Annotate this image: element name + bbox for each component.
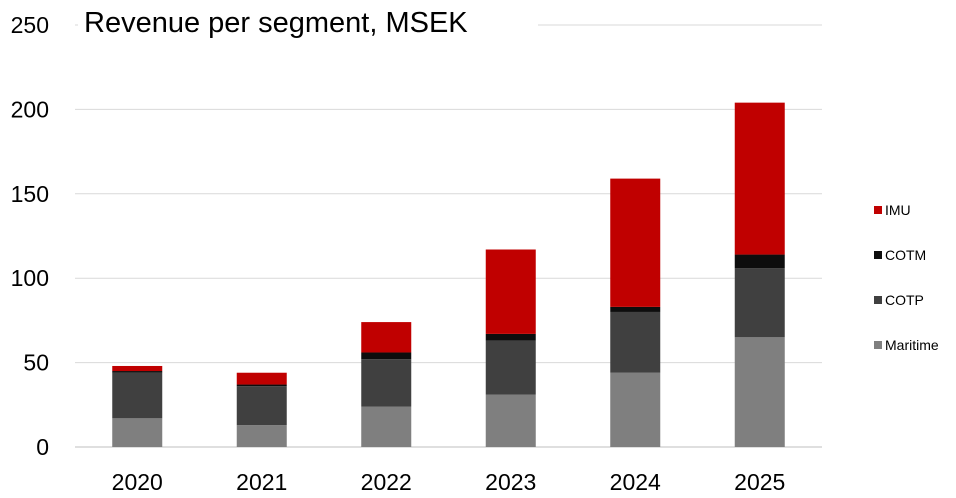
bar-cotm-2021 [236,384,287,387]
y-tick-label: 100 [11,265,49,291]
bar-imu-2021 [236,372,287,385]
x-tick-label: 2025 [734,469,785,495]
bar-maritime-2021 [236,425,287,447]
y-tick-label: 0 [36,434,49,460]
y-tick-label: 150 [11,181,49,207]
bar-cotm-2024 [610,306,661,312]
bar-cotp-2024 [610,311,661,373]
legend-swatch-maritime [874,341,882,349]
bar-maritime-2023 [485,394,536,447]
gridlines [75,24,822,448]
y-tick-label: 250 [11,12,49,38]
bar-maritime-2025 [734,337,785,447]
bar-cotm-2025 [734,254,785,269]
x-tick-label: 2020 [112,469,163,495]
x-tick-label: 2021 [236,469,287,495]
bar-imu-2023 [485,249,536,334]
x-axis-ticks: 2020 2021 2022 2023 2024 2025 [112,469,786,495]
legend-label-maritime: Maritime [885,337,939,353]
bar-cotm-2020 [112,371,163,373]
legend-swatch-cotp [874,296,882,304]
x-tick-label: 2022 [361,469,412,495]
y-tick-label: 50 [23,350,49,376]
legend-label-cotp: COTP [885,292,924,308]
legend-swatch-imu [874,206,882,214]
y-tick-label: 200 [11,96,49,122]
bar-imu-2024 [610,178,661,307]
bar-maritime-2020 [112,418,163,447]
y-axis-ticks: 0 50 100 150 200 250 [11,12,49,460]
legend-label-imu: IMU [885,202,911,218]
bar-imu-2020 [112,365,163,372]
bar-cotp-2020 [112,372,163,419]
legend-label-cotm: COTM [885,247,926,263]
bar-cotm-2022 [361,352,412,360]
bar-maritime-2022 [361,406,412,447]
legend: IMU COTM COTP Maritime [874,202,939,353]
chart-title: Revenue per segment, MSEK [84,7,468,39]
x-tick-label: 2023 [485,469,536,495]
x-tick-label: 2024 [610,469,661,495]
bar-cotm-2023 [485,333,536,341]
title-background [78,8,538,56]
bar-imu-2025 [734,102,785,255]
bar-cotp-2023 [485,340,536,395]
bar-cotp-2021 [236,386,287,426]
bar-cotp-2022 [361,359,412,407]
bar-imu-2022 [361,322,412,353]
bars [112,102,785,447]
legend-swatch-cotm [874,251,882,259]
bar-cotp-2025 [734,268,785,338]
bar-maritime-2024 [610,372,661,447]
